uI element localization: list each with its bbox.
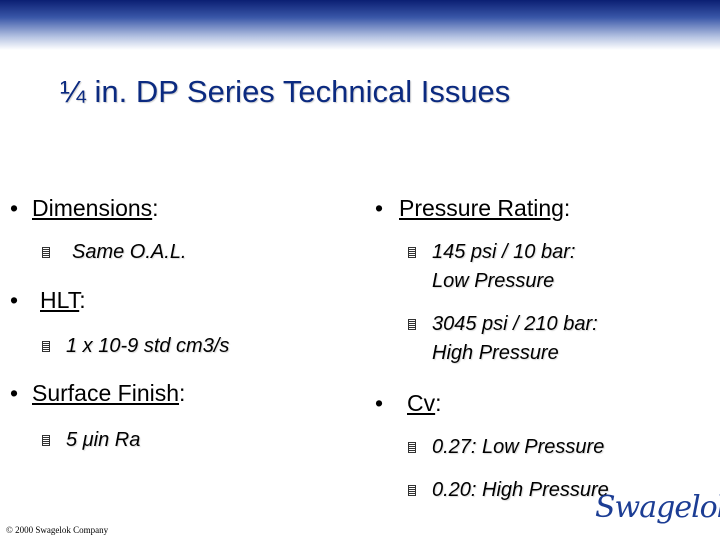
header-banner — [0, 0, 720, 50]
square-bullet-icon — [408, 442, 416, 453]
bullet-label-hlt: HLT — [40, 287, 80, 313]
square-bullet-icon — [408, 319, 416, 330]
square-bullet-icon — [408, 485, 416, 496]
sub-item-pressure-high: 3045 psi / 210 bar: High Pressure — [408, 310, 598, 368]
sub-item-text: 5 μin Ra — [66, 429, 141, 451]
sub-item-pressure-low: 145 psi / 10 bar: Low Pressure — [408, 238, 575, 296]
bullet-dimensions: • Dimensions: — [10, 195, 159, 222]
bullet-surface-finish: • Surface Finish: — [10, 380, 185, 407]
colon: : — [563, 195, 571, 221]
bullet-hlt: • HLT: — [10, 287, 86, 314]
bullet-label-pressure-rating: Pressure Rating — [399, 195, 564, 221]
bullet-icon: • — [10, 287, 19, 313]
sub-item-text: 0.20: High Pressure — [432, 479, 609, 501]
bullet-icon: • — [375, 195, 384, 221]
sub-item-text: Low Pressure — [432, 270, 555, 292]
swagelok-logo: Swagelok — [595, 490, 720, 525]
sub-item-text: 3045 psi / 210 bar: — [432, 313, 598, 335]
bullet-label-cv: Cv — [407, 390, 436, 416]
square-bullet-icon — [42, 247, 50, 258]
colon: : — [79, 287, 86, 313]
bullet-icon: • — [10, 195, 19, 221]
sub-item-hlt: 1 x 10-9 std cm3/s — [42, 332, 229, 361]
sub-item-cv-high: 0.20: High Pressure — [408, 476, 609, 505]
colon: : — [152, 195, 159, 221]
sub-item-dimensions: Same O.A.L. — [42, 238, 187, 267]
slide-title: ¼ in. DP Series Technical Issues — [60, 74, 511, 109]
copyright-footer: © 2000 Swagelok Company — [6, 525, 109, 535]
sub-item-cv-low: 0.27: Low Pressure — [408, 433, 604, 462]
colon: : — [179, 380, 186, 406]
colon: : — [435, 390, 442, 416]
sub-item-surface: 5 μin Ra — [42, 426, 140, 455]
bullet-label-surface-finish: Surface Finish — [32, 380, 180, 406]
bullet-pressure-rating: • Pressure Rating: — [375, 195, 570, 222]
square-bullet-icon — [42, 341, 50, 352]
bullet-cv: • Cv: — [375, 390, 442, 417]
sub-item-text: Same O.A.L. — [72, 241, 187, 263]
square-bullet-icon — [408, 247, 416, 258]
bullet-label-dimensions: Dimensions — [32, 195, 153, 221]
sub-item-text: 145 psi / 10 bar: — [432, 241, 576, 263]
sub-item-text: High Pressure — [432, 342, 559, 364]
sub-item-text: 0.27: Low Pressure — [432, 436, 605, 458]
square-bullet-icon — [42, 435, 50, 446]
bullet-icon: • — [375, 390, 384, 416]
sub-item-text: 1 x 10-9 std cm3/s — [66, 335, 230, 357]
bullet-icon: • — [10, 380, 19, 406]
